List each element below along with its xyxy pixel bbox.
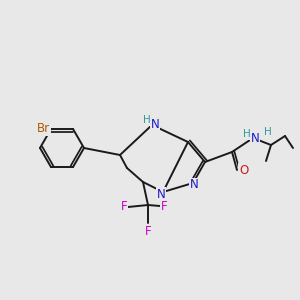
Text: F: F xyxy=(120,200,127,214)
Text: O: O xyxy=(239,164,248,176)
Text: H: H xyxy=(143,115,151,125)
Text: Br: Br xyxy=(37,122,50,135)
Text: F: F xyxy=(145,225,151,238)
Text: H: H xyxy=(243,129,251,139)
Text: N: N xyxy=(190,178,198,191)
Text: N: N xyxy=(250,131,260,145)
Text: N: N xyxy=(151,118,159,130)
Text: H: H xyxy=(264,127,272,137)
Text: F: F xyxy=(161,200,168,212)
Text: N: N xyxy=(157,188,165,200)
